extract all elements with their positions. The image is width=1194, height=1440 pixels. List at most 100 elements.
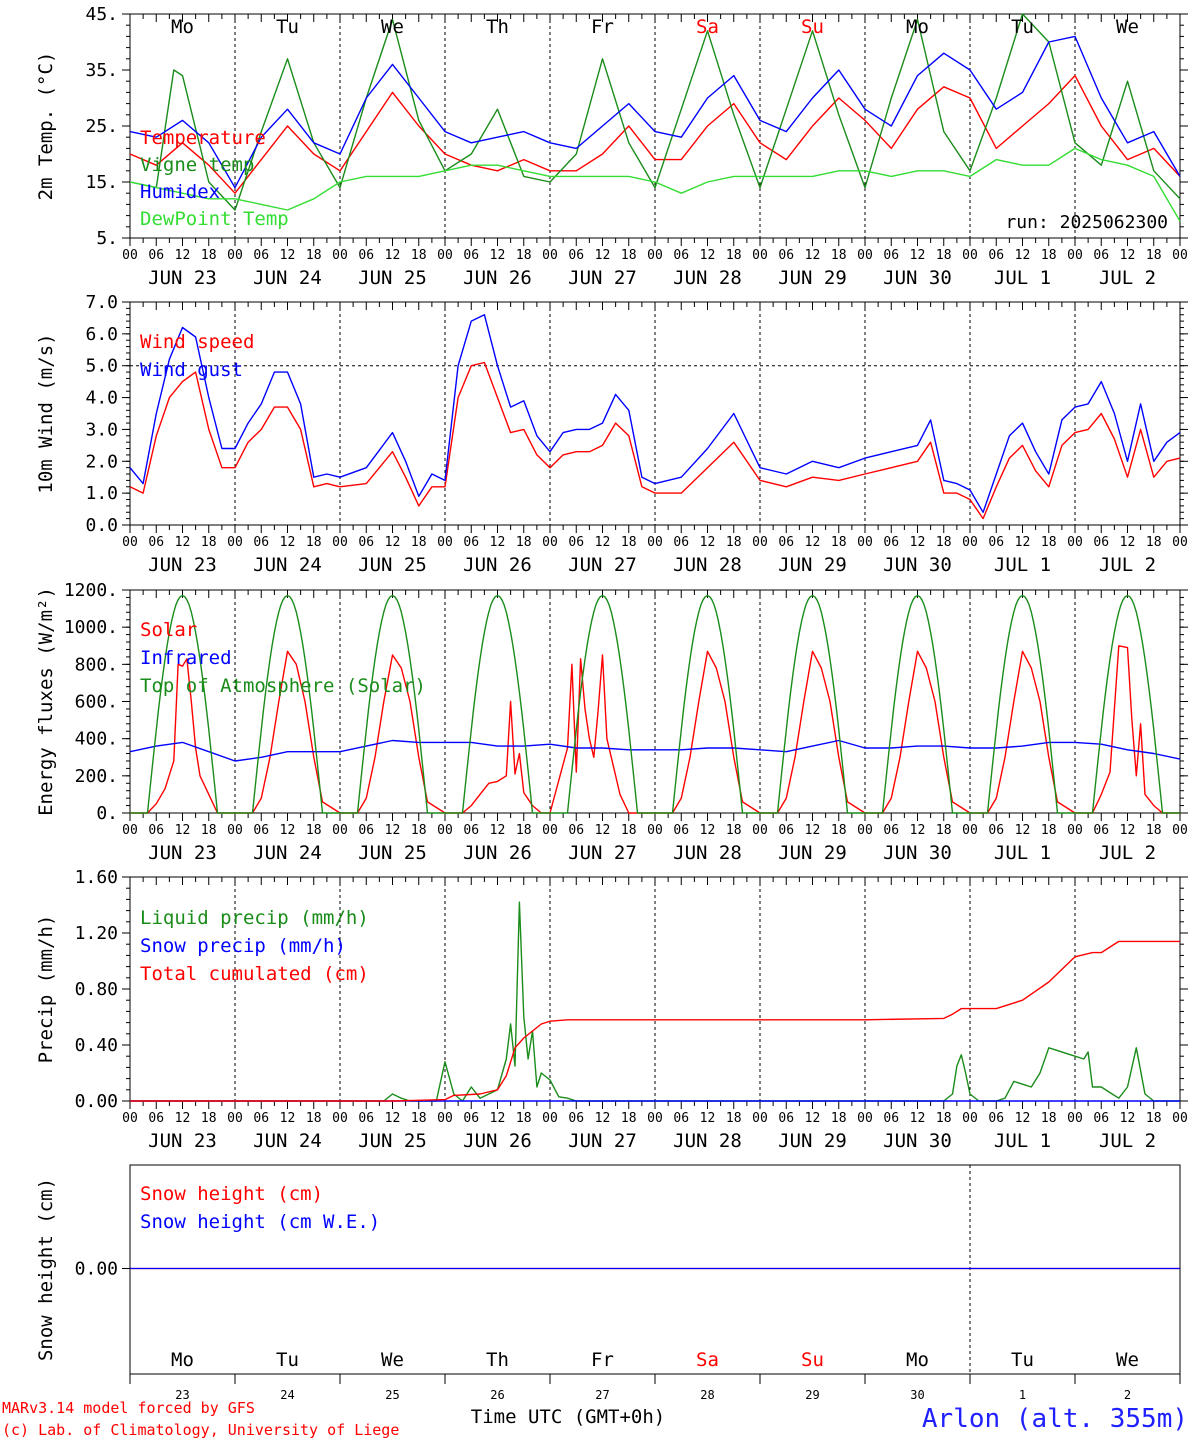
weekday-label: Tu: [1011, 16, 1034, 38]
hour-tick-label: 06: [883, 535, 899, 550]
hour-tick-label: 12: [1015, 535, 1031, 550]
hour-tick-label: 06: [463, 823, 479, 838]
hour-tick-label: 00: [1172, 535, 1188, 550]
y-tick-label: 4.0: [85, 388, 118, 409]
hour-tick-label: 00: [332, 535, 348, 550]
y-tick-label: 200.: [75, 766, 118, 787]
hour-tick-label: 06: [568, 1111, 584, 1126]
series-line-dewpoint-temp: [129, 147, 1181, 222]
legend-entry: Infrared: [140, 647, 232, 669]
hour-tick-label: 00: [227, 535, 243, 550]
hour-tick-label: 18: [621, 1111, 637, 1126]
hour-tick-label: 12: [280, 823, 296, 838]
hour-tick-label: 12: [595, 248, 611, 263]
hour-tick-label: 00: [647, 823, 663, 838]
hour-tick-label: 06: [673, 535, 689, 550]
weekday-label: Tu: [276, 1349, 299, 1371]
date-label: JUN 26: [463, 842, 532, 864]
hour-tick-label: 12: [490, 823, 506, 838]
y-tick-label: 3.0: [85, 419, 118, 440]
hour-tick-label: 00: [647, 1111, 663, 1126]
date-label: JUN 30: [883, 1130, 952, 1152]
hour-tick-label: 00: [542, 823, 558, 838]
hour-tick-label: 00: [437, 535, 453, 550]
hour-tick-label: 06: [1093, 1111, 1109, 1126]
day-number-label: 26: [490, 1388, 504, 1402]
hour-tick-label: 18: [1146, 535, 1162, 550]
hour-tick-label: 12: [175, 248, 191, 263]
weekday-label: Mo: [906, 1349, 929, 1371]
series-line-infrared: [129, 739, 1181, 762]
date-label: JUN 29: [778, 267, 847, 289]
date-label: JUN 23: [148, 267, 217, 289]
hour-tick-label: 12: [700, 823, 716, 838]
weekday-label: We: [381, 16, 404, 38]
hour-tick-label: 12: [385, 823, 401, 838]
weekday-label: Su: [801, 1349, 824, 1371]
hour-tick-label: 18: [831, 248, 847, 263]
hour-tick-label: 12: [910, 1111, 926, 1126]
y-axis-label: Snow height (cm): [35, 1178, 57, 1361]
hour-tick-label: 18: [936, 248, 952, 263]
hour-tick-label: 06: [463, 248, 479, 263]
hour-tick-label: 12: [1015, 823, 1031, 838]
panel-frame-2: [129, 589, 1181, 814]
hour-tick-label: 00: [542, 535, 558, 550]
hour-tick-label: 00: [437, 1111, 453, 1126]
hour-tick-label: 18: [831, 823, 847, 838]
series-line-total-cumulated-cm-: [130, 940, 1180, 1102]
hour-tick-label: 18: [1041, 535, 1057, 550]
hour-tick-label: 12: [595, 1111, 611, 1126]
hour-tick-label: 06: [253, 823, 269, 838]
hour-tick-label: 00: [857, 535, 873, 550]
hour-tick-label: 12: [700, 535, 716, 550]
legend-entry: DewPoint Temp: [140, 208, 289, 230]
hour-tick-label: 06: [1093, 823, 1109, 838]
y-tick-label: 1200.: [64, 580, 118, 601]
y-tick-label: 0.00: [75, 1091, 118, 1112]
hour-tick-label: 00: [1172, 823, 1188, 838]
legend-entry: Wind gust: [140, 359, 243, 381]
y-tick-label: 15.: [85, 172, 118, 193]
hour-tick-label: 06: [988, 823, 1004, 838]
hour-tick-label: 00: [752, 248, 768, 263]
hour-tick-label: 18: [411, 248, 427, 263]
hour-tick-label: 06: [883, 823, 899, 838]
weekday-label: Mo: [171, 16, 194, 38]
y-axis-label: 2m Temp. (°C): [35, 52, 57, 201]
hour-tick-label: 18: [621, 248, 637, 263]
date-label: JUL 2: [1099, 842, 1156, 864]
legend-entry: Temperature: [140, 127, 266, 149]
hour-tick-label: 12: [910, 823, 926, 838]
date-label: JUN 29: [778, 842, 847, 864]
hour-tick-label: 12: [490, 1111, 506, 1126]
hour-tick-label: 00: [1172, 248, 1188, 263]
hour-tick-label: 06: [778, 248, 794, 263]
hour-tick-label: 12: [1120, 823, 1136, 838]
date-label: JUN 28: [673, 842, 742, 864]
date-label: JUN 25: [358, 554, 427, 576]
hour-tick-label: 12: [910, 535, 926, 550]
legend-entry: Humidex: [140, 181, 220, 203]
day-number-label: 1: [1019, 1388, 1026, 1402]
hour-tick-label: 12: [1120, 535, 1136, 550]
hour-tick-label: 18: [1041, 1111, 1057, 1126]
hour-tick-label: 06: [463, 1111, 479, 1126]
hour-tick-label: 18: [1146, 823, 1162, 838]
date-label: JUN 30: [883, 267, 952, 289]
y-tick-label: 7.0: [85, 292, 118, 313]
hour-tick-label: 06: [358, 823, 374, 838]
date-label: JUN 30: [883, 842, 952, 864]
hour-tick-label: 00: [437, 823, 453, 838]
hour-tick-label: 00: [647, 535, 663, 550]
hour-tick-label: 00: [437, 248, 453, 263]
y-tick-label: 5.0: [85, 356, 118, 377]
y-tick-label: 600.: [75, 692, 118, 713]
hour-tick-label: 06: [148, 1111, 164, 1126]
hour-tick-label: 18: [201, 535, 217, 550]
hour-tick-label: 00: [647, 248, 663, 263]
y-tick-label: 1.20: [75, 923, 118, 944]
hour-tick-label: 06: [1093, 535, 1109, 550]
y-tick-label: 6.0: [85, 324, 118, 345]
